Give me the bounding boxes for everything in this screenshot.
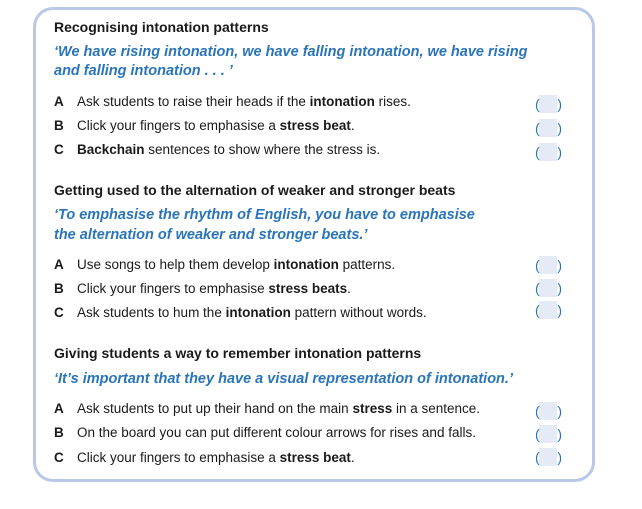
option-letter: B [54, 425, 64, 440]
section-2-heading: Getting used to the alternation of weake… [54, 182, 456, 198]
option-letter: A [54, 94, 64, 109]
option-letter: B [54, 281, 64, 296]
section-2-quote-line-1: ‘To emphasise the rhythm of English, you… [54, 207, 475, 223]
option-text: Click your fingers to emphasise a stress… [77, 118, 355, 133]
section-3-quote-line-1: ‘It’s important that they have a visual … [54, 371, 513, 387]
answer-box[interactable]: () [535, 402, 562, 420]
section-2-quote-line-2: the alternation of weaker and stronger b… [54, 227, 368, 243]
option-text: Click your fingers to emphasise stress b… [77, 281, 351, 296]
option-text: Ask students to put up their hand on the… [77, 401, 481, 416]
option-text: Ask students to hum the intonation patte… [77, 305, 427, 320]
section-1-quote-line-2: and falling intonation . . . ’ [54, 63, 233, 79]
answer-box[interactable]: () [535, 256, 562, 274]
option-letter: C [54, 305, 64, 320]
option-letter: C [54, 142, 64, 157]
answer-box[interactable]: () [535, 301, 562, 319]
answer-box[interactable]: () [535, 448, 562, 466]
answer-box[interactable]: () [535, 95, 562, 113]
option-letter: B [54, 118, 64, 133]
answer-box[interactable]: () [535, 119, 562, 137]
option-letter: A [54, 257, 64, 272]
section-1-quote-line-1: ‘We have rising intonation, we have fall… [54, 44, 528, 60]
section-3-heading: Giving students a way to remember intona… [54, 345, 422, 361]
exercise-card [33, 7, 595, 482]
option-letter: A [54, 401, 64, 416]
answer-box[interactable]: () [535, 143, 562, 161]
option-text: On the board you can put different colou… [77, 425, 476, 440]
option-text: Ask students to raise their heads if the… [77, 94, 411, 109]
answer-box[interactable]: () [535, 425, 562, 443]
section-1-heading: Recognising intonation patterns [54, 19, 269, 35]
answer-box[interactable]: () [535, 279, 562, 297]
option-letter: C [54, 450, 64, 465]
option-text: Use songs to help them develop intonatio… [77, 257, 396, 272]
option-text: Backchain sentences to show where the st… [77, 142, 381, 157]
option-text: Click your fingers to emphasise a stress… [77, 450, 355, 465]
